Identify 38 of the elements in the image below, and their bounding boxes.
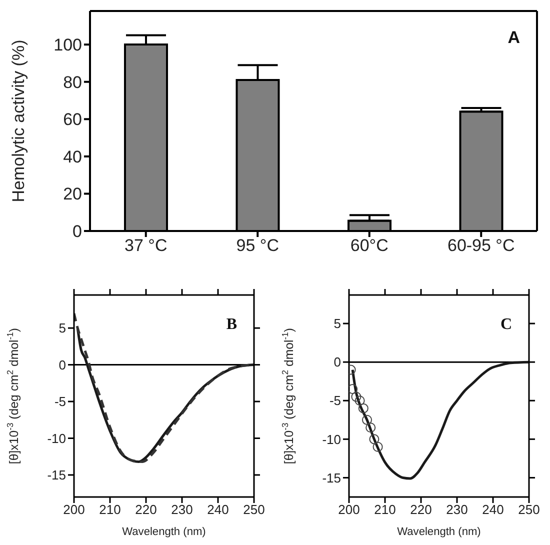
x-tick-label: 220 [410, 502, 432, 518]
y-tick-label: 0 [72, 222, 82, 242]
y-tick-label: -5 [329, 393, 341, 408]
y-tick-label: 20 [63, 184, 82, 204]
y-tick-label: 60 [63, 110, 82, 130]
x-tick-label: 210 [374, 502, 396, 518]
annotation: C [500, 316, 512, 334]
annotation: B [226, 316, 237, 334]
x-tick-label: 60-95 °C [447, 236, 515, 256]
x-tick-label: 60°C [350, 236, 388, 256]
x-tick-label: 210 [99, 502, 121, 518]
y-tick-label: -15 [322, 470, 341, 486]
y-tick-label: -5 [54, 394, 66, 410]
x-tick-label: 37 °C [124, 236, 168, 256]
x-tick-label: 240 [482, 502, 504, 518]
x-tick-label: 230 [171, 502, 193, 518]
y-tick-label: -15 [47, 468, 66, 483]
y-tick-label: 40 [63, 147, 82, 166]
x-tick-label: 250 [243, 502, 265, 518]
y-tick-label: 0 [334, 354, 341, 370]
x-axis-title: Wavelength (nm) [122, 526, 206, 538]
y-tick-label: 5 [58, 320, 66, 336]
x-tick-label: 220 [135, 502, 157, 518]
y-axis-title: Hemolytic activity (%) [9, 40, 28, 202]
x-tick-label: 200 [63, 502, 85, 518]
x-tick-label: 240 [207, 502, 229, 518]
x-tick-label: 95 °C [236, 236, 279, 256]
x-axis-title: Wavelength (nm) [397, 526, 481, 538]
y-tick-label: 0 [58, 357, 66, 372]
x-tick-label: 230 [446, 502, 468, 518]
x-tick-label: 250 [518, 502, 540, 518]
y-tick-label: 5 [334, 316, 341, 332]
x-tick-label: 200 [338, 502, 360, 518]
y-tick-label: -10 [47, 430, 66, 446]
y-tick-label: 100 [54, 36, 82, 55]
annotation: A [508, 28, 520, 48]
y-tick-label: 80 [63, 72, 82, 92]
y-tick-label: -10 [322, 432, 341, 447]
